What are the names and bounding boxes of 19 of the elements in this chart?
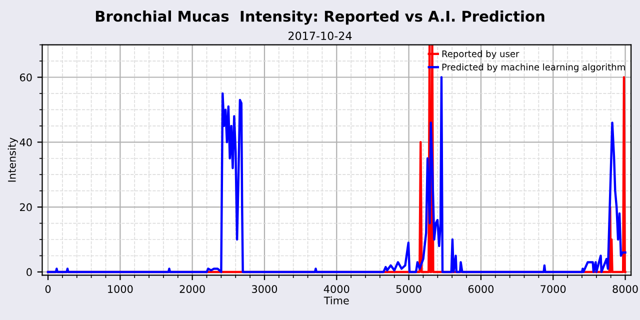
x-axis-title: Time bbox=[324, 296, 349, 304]
x-tick-label: 1000 bbox=[108, 285, 133, 293]
y-tick-label: 0 bbox=[26, 268, 32, 276]
x-tick-label: 4000 bbox=[324, 285, 350, 293]
chart-subtitle: 2017-10-24 bbox=[288, 32, 352, 40]
x-tick-label: 7000 bbox=[540, 285, 566, 293]
y-tick-label: 60 bbox=[20, 73, 32, 82]
y-tick-label: 20 bbox=[20, 203, 32, 212]
x-tick-label: 6000 bbox=[468, 285, 494, 293]
x-tick-label: 2000 bbox=[180, 285, 205, 293]
x-tick-label: 8000 bbox=[612, 285, 638, 293]
chart-title: Bronchial Mucas Intensity: Reported vs A.I. Prediction bbox=[96, 10, 544, 25]
x-tick-label: 3000 bbox=[252, 285, 278, 293]
legend-label: Reported by user bbox=[442, 50, 520, 59]
x-tick-label: 5000 bbox=[396, 285, 422, 293]
y-tick-label: 40 bbox=[20, 138, 32, 146]
x-tick-label: 0 bbox=[45, 285, 51, 293]
legend-label: Predicted by machine learning algorithm bbox=[442, 63, 625, 72]
y-axis-title: Intensity bbox=[8, 138, 18, 182]
